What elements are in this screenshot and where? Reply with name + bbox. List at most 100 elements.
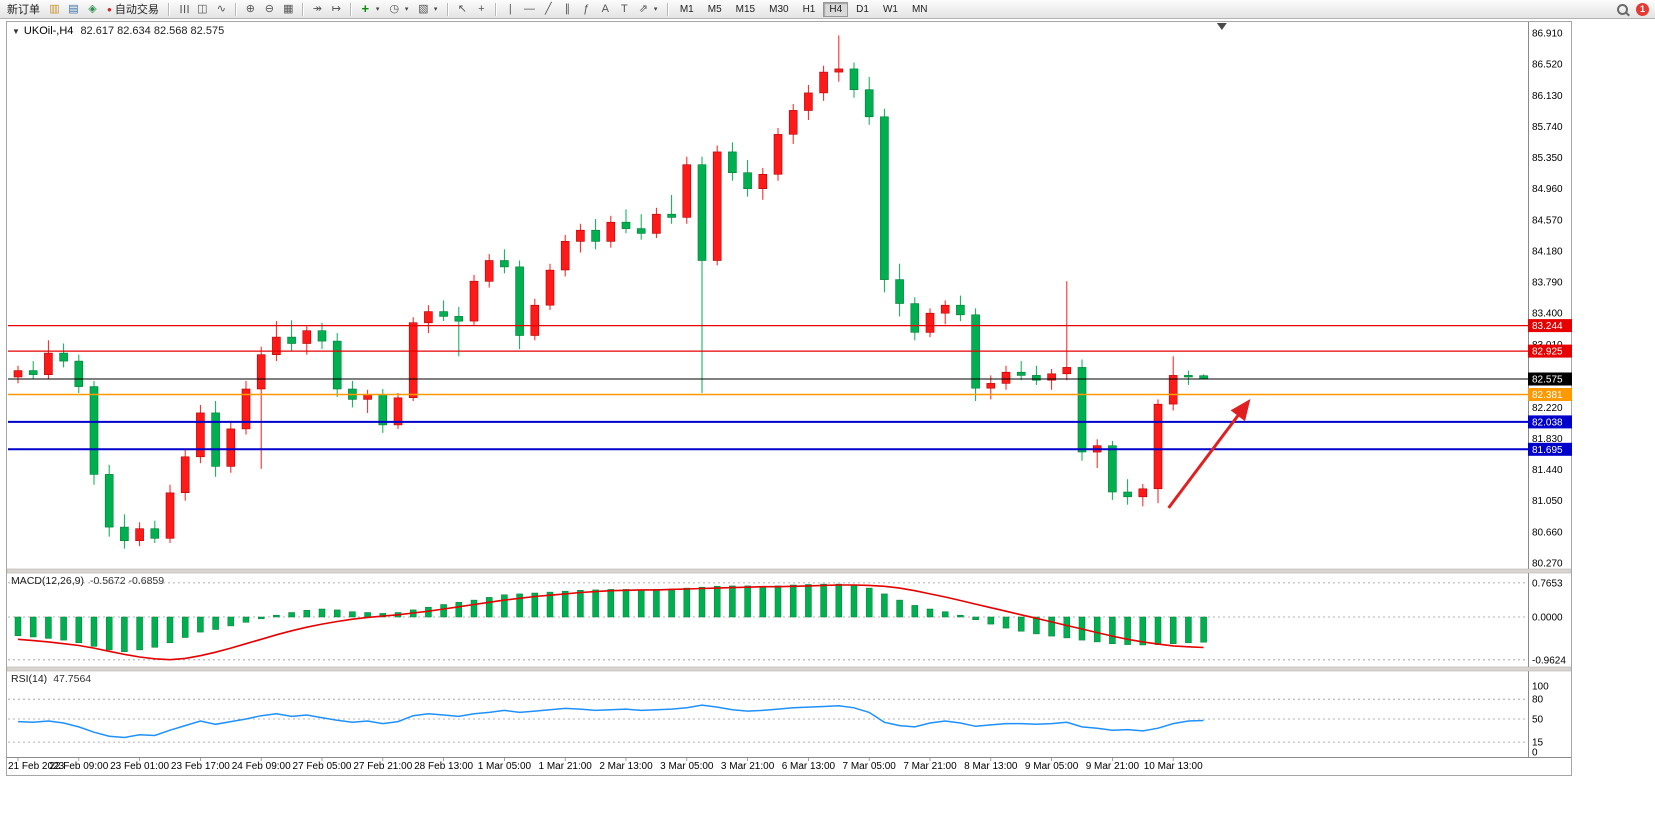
timeframe-m15-button[interactable]: M15 — [730, 2, 761, 17]
rsi-line — [17, 704, 1204, 739]
svg-text:81.440: 81.440 — [1532, 465, 1563, 476]
rsi-value: 47.7564 — [53, 673, 92, 685]
timeframe-m30-button[interactable]: M30 — [763, 2, 794, 17]
price-tag-81.695: 81.695 — [1528, 442, 1572, 456]
svg-text:2 Mar 13:00: 2 Mar 13:00 — [599, 761, 653, 772]
zoom-out-icon[interactable]: ⊖ — [264, 3, 274, 15]
price-tag-82.575: 82.575 — [1528, 372, 1572, 386]
svg-text:10 Mar 13:00: 10 Mar 13:00 — [1144, 761, 1203, 772]
svg-text:82.381: 82.381 — [1532, 390, 1563, 401]
price-tag-82.381: 82.381 — [1528, 388, 1572, 401]
autotrading-button[interactable]: ● 自动交易 — [103, 0, 163, 18]
chart-title: ▼ UKOil-,H4 82.617 82.634 82.568 82.575 — [12, 25, 224, 37]
trend-arrow[interactable] — [1167, 399, 1251, 509]
svg-text:8 Mar 13:00: 8 Mar 13:00 — [964, 761, 1018, 772]
macd-pane: 0.7653 0.0000 -0.9624 — [8, 578, 1566, 666]
svg-text:9 Mar 05:00: 9 Mar 05:00 — [1025, 761, 1079, 772]
new-order-button[interactable]: 新订单 — [3, 0, 44, 18]
equidistant-channel-icon[interactable]: ∥ — [564, 3, 571, 15]
navigator-icon[interactable]: ◈ — [88, 3, 97, 15]
new-order-label: 新订单 — [7, 4, 40, 16]
chart-shift-marker[interactable] — [1216, 23, 1227, 30]
one-click-trading-toggle-icon[interactable]: ▼ — [12, 27, 20, 36]
svg-text:100: 100 — [1532, 682, 1549, 693]
search-icon[interactable] — [1617, 3, 1628, 15]
pane-separator[interactable] — [6, 568, 1572, 574]
trendline-icon[interactable]: ╱ — [545, 3, 552, 15]
timeframe-d1-button[interactable]: D1 — [850, 2, 875, 17]
toolbar-separator — [349, 2, 352, 16]
svg-text:83.400: 83.400 — [1532, 309, 1563, 320]
svg-text:82.220: 82.220 — [1532, 403, 1563, 414]
templates-icon[interactable]: ▧ — [418, 3, 429, 15]
svg-text:15: 15 — [1532, 738, 1544, 749]
chart-window-border — [6, 21, 1572, 776]
market-watch-icon[interactable]: ▤ — [68, 3, 79, 15]
toolbar-separator — [446, 2, 449, 16]
autotrading-status-icon: ● — [107, 4, 112, 14]
svg-text:23 Feb 01:00: 23 Feb 01:00 — [110, 761, 169, 772]
svg-text:84.570: 84.570 — [1532, 215, 1563, 226]
indicators-add-icon[interactable]: + — [361, 1, 370, 16]
svg-text:6 Mar 13:00: 6 Mar 13:00 — [782, 761, 836, 772]
svg-text:81.050: 81.050 — [1532, 496, 1563, 507]
svg-text:0.0000: 0.0000 — [1532, 613, 1563, 624]
price-tag-82.925: 82.925 — [1528, 344, 1572, 358]
line-chart-icon[interactable]: ∿ — [216, 3, 226, 15]
svg-text:81.830: 81.830 — [1532, 434, 1563, 445]
svg-text:1 Mar 05:00: 1 Mar 05:00 — [478, 761, 532, 772]
svg-text:81.695: 81.695 — [1532, 445, 1563, 456]
cursor-icon[interactable]: ↖ — [457, 3, 467, 15]
svg-text:83.244: 83.244 — [1532, 321, 1563, 332]
text-label-tool-icon[interactable]: T — [620, 3, 628, 15]
timeframe-m5-button[interactable]: M5 — [702, 2, 728, 17]
svg-text:80: 80 — [1532, 695, 1544, 706]
candlestick-chart-icon[interactable]: ◫ — [197, 3, 208, 15]
indicators-dropdown-caret[interactable]: ▾ — [375, 6, 380, 13]
svg-text:-0.9624: -0.9624 — [1532, 655, 1566, 666]
timeframe-mn-button[interactable]: MN — [906, 2, 934, 17]
svg-text:23 Feb 17:00: 23 Feb 17:00 — [171, 761, 230, 772]
horizontal-line-icon[interactable]: — — [523, 3, 535, 15]
periods-dropdown-caret[interactable]: ▾ — [404, 6, 409, 13]
timeframe-h4-button[interactable]: H4 — [823, 1, 849, 17]
chart-shift-icon[interactable]: ↦ — [331, 3, 341, 15]
arrows-dropdown-caret[interactable]: ▾ — [653, 6, 658, 13]
price-tag-82.038: 82.038 — [1528, 415, 1572, 429]
text-tool-icon[interactable]: A — [601, 3, 610, 15]
pane-separator[interactable] — [6, 666, 1572, 672]
toolbar-separator — [301, 2, 304, 16]
svg-text:24 Feb 09:00: 24 Feb 09:00 — [232, 761, 291, 772]
fibonacci-icon[interactable]: ƒ — [583, 3, 590, 15]
svg-text:85.740: 85.740 — [1532, 122, 1563, 133]
svg-text:7 Mar 05:00: 7 Mar 05:00 — [843, 761, 897, 772]
macd-name: MACD(12,26,9) — [11, 575, 84, 587]
bar-chart-icon[interactable]: ☰ — [177, 4, 190, 14]
crosshair-icon[interactable]: + — [478, 3, 485, 15]
templates-dropdown-caret[interactable]: ▾ — [433, 6, 438, 13]
svg-text:85.350: 85.350 — [1532, 153, 1563, 164]
periods-clock-icon[interactable]: ◷ — [389, 3, 400, 15]
auto-scroll-icon[interactable]: ↠ — [312, 3, 322, 15]
chart-ohlc-values: 82.617 82.634 82.568 82.575 — [80, 25, 225, 37]
svg-text:86.130: 86.130 — [1532, 91, 1563, 102]
rsi-pane: 100 80 50 150 — [8, 682, 1549, 759]
vertical-line-icon[interactable]: | — [508, 3, 512, 15]
svg-text:3 Mar 05:00: 3 Mar 05:00 — [660, 761, 714, 772]
svg-text:21 Feb 2023: 21 Feb 2023 — [8, 761, 65, 772]
toolbar-separator — [666, 2, 669, 16]
zoom-in-icon[interactable]: ⊕ — [245, 3, 255, 15]
arrows-tool-icon[interactable]: ⇗ — [638, 3, 648, 15]
chart-window-icon[interactable]: ▥ — [49, 3, 60, 15]
notification-badge[interactable]: 1 — [1636, 2, 1649, 16]
rsi-indicator-label: RSI(14) 47.7564 — [11, 673, 91, 685]
svg-text:82.925: 82.925 — [1532, 347, 1563, 358]
timeframe-m1-button[interactable]: M1 — [674, 2, 700, 17]
timeframe-w1-button[interactable]: W1 — [877, 2, 904, 17]
svg-text:3 Mar 21:00: 3 Mar 21:00 — [721, 761, 775, 772]
svg-text:27 Feb 05:00: 27 Feb 05:00 — [293, 761, 352, 772]
tile-windows-icon[interactable]: ▦ — [283, 3, 294, 15]
timeframe-h1-button[interactable]: H1 — [797, 2, 822, 17]
svg-text:22 Feb 09:00: 22 Feb 09:00 — [49, 761, 108, 772]
